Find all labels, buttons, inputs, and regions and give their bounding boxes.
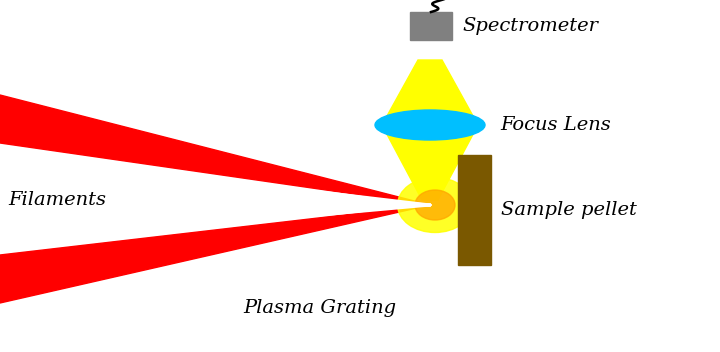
Text: Focus Lens: Focus Lens: [500, 116, 611, 134]
Text: Sample pellet: Sample pellet: [501, 201, 637, 219]
Polygon shape: [382, 125, 478, 200]
Polygon shape: [0, 95, 430, 205]
Ellipse shape: [375, 110, 485, 140]
Ellipse shape: [397, 177, 472, 233]
Ellipse shape: [415, 190, 455, 220]
Text: Filaments: Filaments: [8, 191, 106, 209]
Polygon shape: [0, 205, 430, 303]
Bar: [410, 12, 452, 40]
Bar: [458, 155, 491, 265]
Text: Spectrometer: Spectrometer: [462, 17, 598, 35]
Polygon shape: [382, 60, 478, 125]
Text: Plasma Grating: Plasma Grating: [243, 299, 397, 317]
